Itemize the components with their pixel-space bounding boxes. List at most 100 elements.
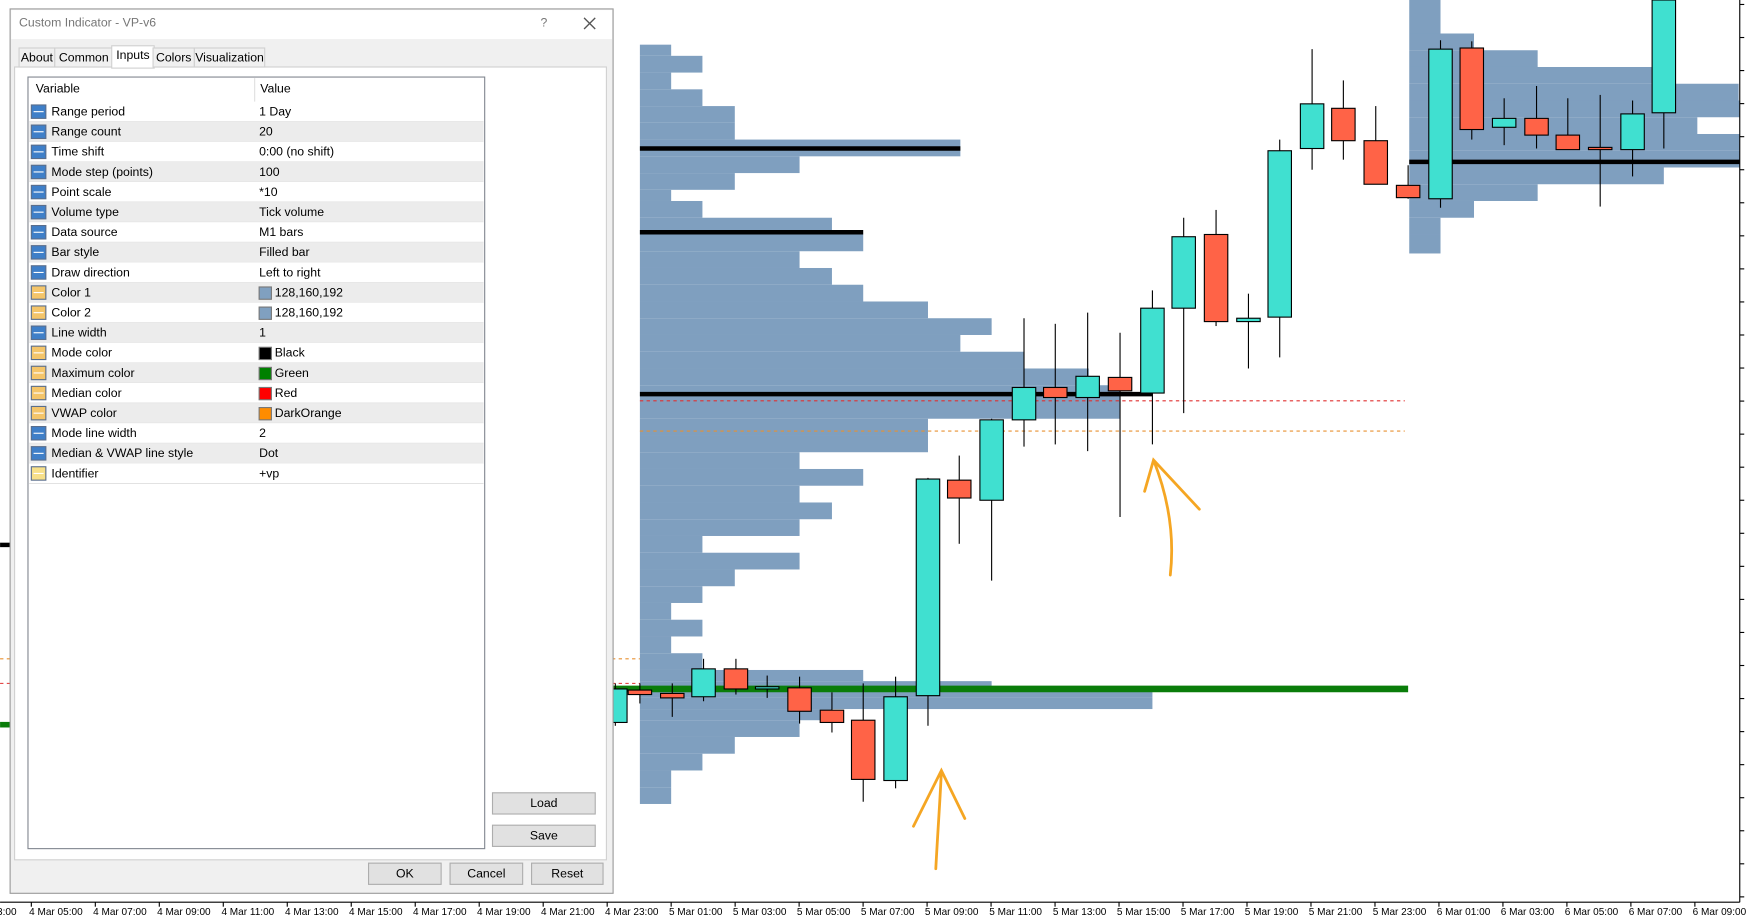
button-label[interactable]: Save [530,829,558,843]
candle-body [754,686,780,690]
tab-label[interactable]: Inputs [116,48,149,62]
parameter-value[interactable]: +vp [259,466,279,480]
row-background [29,141,484,162]
tab-label[interactable]: Common [59,50,109,64]
profile-bar [639,653,703,670]
candle-body [1491,117,1517,128]
profile-bar [639,709,832,721]
parameter-name[interactable]: Color 1 [51,285,91,299]
row-background [29,342,484,363]
candle-body [723,668,749,690]
candle-body [946,479,972,499]
button[interactable] [367,862,442,885]
candle-body [850,719,876,780]
parameter-value[interactable]: Red [275,386,298,400]
profile-bar [639,200,703,218]
parameter-name[interactable]: Bar style [51,245,99,259]
parameter-name[interactable]: Identifier [51,466,98,480]
parameter-name[interactable]: Mode line width [51,426,136,440]
time-label: 4 Mar 21:00 [541,907,595,918]
parameter-name[interactable]: Draw direction [51,265,130,279]
candle-body [1171,236,1196,309]
color-swatch [258,386,272,401]
parameter-name[interactable]: Range period [51,104,125,118]
time-label: 5 Mar 19:00 [1245,907,1299,918]
profile-bar [639,669,864,682]
profile-bar [639,301,928,319]
button-label[interactable]: Reset [551,867,584,881]
candle-body [1107,376,1133,392]
parameter-value[interactable]: Left to right [259,265,321,279]
parameter-value[interactable]: 100 [259,165,280,179]
parameter-name[interactable]: Maximum color [51,366,134,380]
profile-bar [639,502,832,520]
parameter-name[interactable]: Line width [51,326,106,340]
close-button[interactable] [583,17,596,30]
parameter-name[interactable]: Time shift [51,145,104,159]
parameter-name[interactable]: Volume type [51,205,119,219]
annotation-arrow [1143,457,1201,577]
parameter-name[interactable]: Point scale [51,185,111,199]
candle-body [915,478,941,697]
row-background [29,302,484,323]
parameter-value[interactable]: 20 [259,125,273,139]
tab[interactable] [193,47,266,68]
tab-label[interactable]: Colors [156,50,191,64]
tab-label[interactable]: About [21,50,54,64]
parameter-value[interactable]: Filled bar [259,245,309,259]
parameter-name[interactable]: Color 2 [51,305,91,319]
parameter-value[interactable]: 1 [259,326,266,340]
profile-bar [639,720,800,737]
button[interactable] [491,824,596,847]
profile-bar [639,586,703,603]
help-button[interactable]: ? [540,16,547,30]
parameter-name[interactable]: Data source [51,225,117,239]
parameter-name[interactable]: Median & VWAP line style [51,446,193,460]
candle-body [1075,375,1100,399]
button[interactable] [449,862,524,885]
buttons: Load Save OK Cancel Reset [367,792,604,885]
time-label: 4 Mar 05:00 [29,907,83,918]
parameter-value[interactable]: Green [275,366,309,380]
candle-body [1042,386,1068,399]
time-label: 4 Mar 11:00 [221,907,274,918]
parameter-name[interactable]: Median color [51,386,121,400]
button-label[interactable]: Cancel [467,867,505,881]
parameter-name[interactable]: Mode step (points) [51,165,153,179]
parameter-value[interactable]: Dot [259,446,279,460]
button[interactable] [531,862,604,885]
parameter-value[interactable]: DarkOrange [275,406,342,420]
row-background [29,423,484,444]
time-label: 4 Mar 09:00 [157,907,211,918]
time-label: 5 Mar 23:00 [1373,907,1427,918]
time-label: 5 Mar 01:00 [669,907,723,918]
candle-body [1236,317,1261,323]
candle-body [1428,48,1453,200]
parameter-value[interactable]: M1 bars [259,225,303,239]
button-label[interactable]: Load [530,796,557,810]
candle-body [1299,103,1325,150]
parameter-value[interactable]: 128,160,192 [275,305,343,319]
parameter-value[interactable]: 2 [259,426,266,440]
parameter-name[interactable]: Range count [51,125,121,139]
button-label[interactable]: OK [396,867,415,881]
tab-label[interactable]: Visualization [195,50,264,64]
profile-bar [639,569,735,587]
parameter-value[interactable]: *10 [259,185,278,199]
parameter-name[interactable]: VWAP color [51,406,116,420]
time-label: 5 Mar 13:00 [1053,907,1107,918]
parameter-value[interactable]: 0:00 (no shift) [259,145,334,159]
parameter-value[interactable]: Tick volume [259,205,324,219]
parameter-value[interactable]: 1 Day [259,104,292,118]
parameter-name[interactable]: Mode color [51,346,112,360]
button[interactable] [491,792,596,815]
time-label: 5 Mar 21:00 [1309,907,1363,918]
parameter-value[interactable]: 128,160,192 [275,285,343,299]
price-chart [0,0,1745,898]
parameter-value[interactable]: Black [275,346,306,360]
row-background [29,322,484,343]
time-label: 6 Mar 09:00 [1693,907,1747,918]
profile-bar [639,770,672,788]
